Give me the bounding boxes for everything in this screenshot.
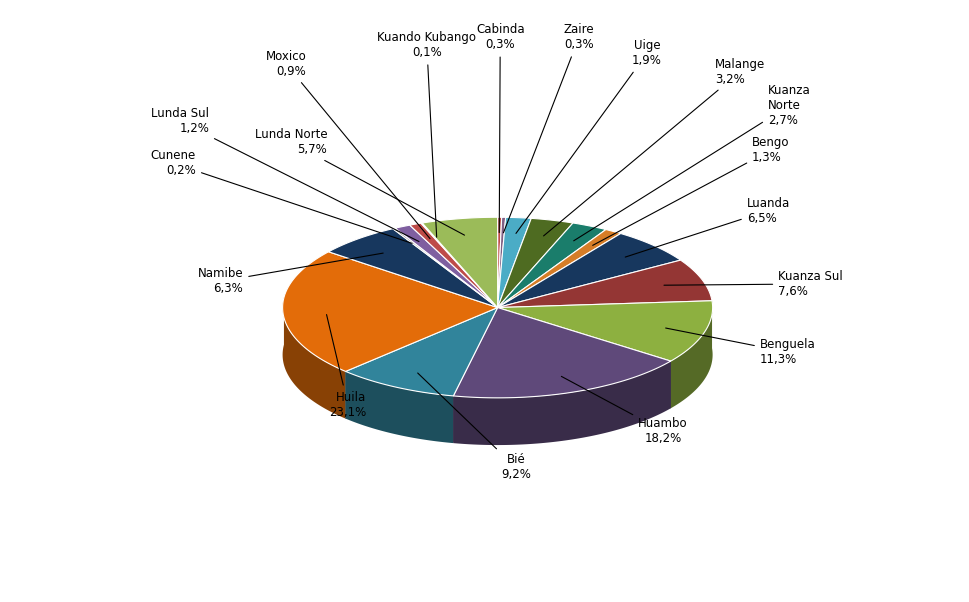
Polygon shape [498,301,712,355]
Text: Uige
1,9%: Uige 1,9% [516,39,662,234]
Polygon shape [671,301,712,408]
Polygon shape [498,229,621,308]
Text: Lunda Norte
5,7%: Lunda Norte 5,7% [255,128,464,235]
Text: Cabinda
0,3%: Cabinda 0,3% [476,23,524,232]
Polygon shape [421,223,498,308]
Polygon shape [422,217,498,308]
Polygon shape [410,223,498,308]
Polygon shape [283,297,346,418]
Text: Zaire
0,3%: Zaire 0,3% [504,23,594,233]
Text: Lunda Sul
1,2%: Lunda Sul 1,2% [151,107,419,241]
Polygon shape [346,308,498,418]
Polygon shape [498,308,671,408]
Polygon shape [453,308,671,398]
Text: Namibe
6,3%: Namibe 6,3% [198,253,383,296]
Text: Malange
3,2%: Malange 3,2% [544,58,766,236]
Polygon shape [498,217,506,308]
Polygon shape [453,361,671,445]
Polygon shape [498,234,680,308]
Polygon shape [498,308,671,408]
Polygon shape [328,229,498,308]
Text: Bengo
1,3%: Bengo 1,3% [593,136,790,246]
Text: Huila
23,1%: Huila 23,1% [327,315,366,418]
Polygon shape [498,217,531,308]
Text: Kuanza
Norte
2,7%: Kuanza Norte 2,7% [574,84,810,241]
Text: Huambo
18,2%: Huambo 18,2% [561,376,688,445]
Polygon shape [346,371,453,443]
Text: Cunene
0,2%: Cunene 0,2% [151,149,412,243]
Polygon shape [395,225,498,308]
Polygon shape [453,308,498,443]
Polygon shape [283,252,498,371]
Polygon shape [346,308,498,418]
Text: Moxico
0,9%: Moxico 0,9% [266,50,430,238]
Polygon shape [346,308,498,396]
Polygon shape [453,308,498,443]
Polygon shape [392,228,498,308]
Polygon shape [498,301,712,355]
Text: Benguela
11,3%: Benguela 11,3% [666,328,816,366]
Polygon shape [498,260,712,308]
Polygon shape [498,301,712,361]
Text: Bié
9,2%: Bié 9,2% [418,373,531,482]
Text: Kuando Kubango
0,1%: Kuando Kubango 0,1% [377,31,477,237]
Text: Luanda
6,5%: Luanda 6,5% [625,196,790,257]
Polygon shape [498,217,502,308]
Polygon shape [498,223,606,308]
Text: Kuanza Sul
7,6%: Kuanza Sul 7,6% [664,270,843,298]
Polygon shape [498,219,573,308]
